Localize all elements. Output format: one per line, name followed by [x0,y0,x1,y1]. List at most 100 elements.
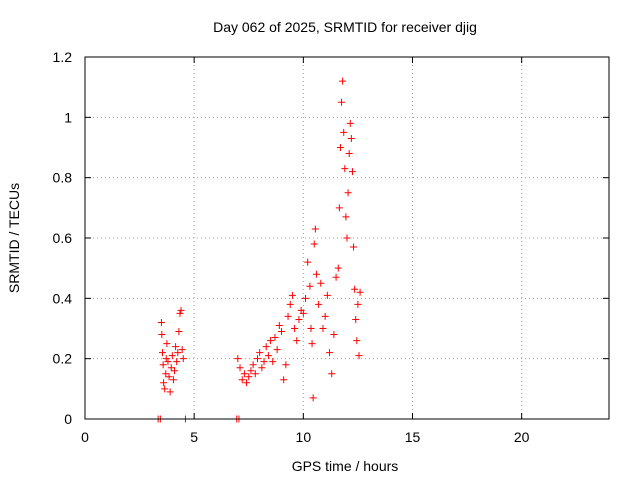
data-point [310,240,318,248]
data-point [275,321,283,329]
y-tick-label: 0.8 [53,170,73,186]
data-point [284,312,292,320]
data-point [240,370,248,378]
data-point [169,376,177,384]
y-tick-label: 0.4 [53,290,73,306]
data-point [291,325,299,332]
data-point [161,385,169,393]
data-point [295,315,303,323]
data-point [236,364,244,372]
data-point [346,119,354,127]
y-tick-label: 0.6 [53,230,73,246]
x-tick-label: 15 [405,429,421,445]
data-point [176,309,184,317]
data-point [347,134,355,142]
data-point [354,300,362,308]
data-point [269,358,277,366]
data-point [306,282,314,290]
data-point [338,98,346,106]
data-point [168,352,176,360]
data-point [177,306,185,314]
data-point [352,315,360,323]
data-point [258,364,266,372]
x-tick-label: 5 [190,429,198,445]
data-point [245,373,253,381]
data-point [160,379,168,387]
data-point [271,334,279,342]
data-point [249,361,257,369]
data-point [353,337,361,345]
data-point [299,309,307,317]
data-point [321,312,329,320]
data-point [253,355,261,363]
x-tick-label: 0 [81,429,89,445]
data-point [157,318,165,326]
x-tick-labels: 0 5 10 15 20 [81,429,530,445]
data-point [340,128,348,136]
x-tick-label: 10 [296,429,312,445]
data-point [308,340,316,348]
data-point [332,273,340,281]
data-point [167,364,175,372]
data-point [280,376,288,384]
data-point [342,213,350,221]
data-point [172,343,180,351]
data-point [159,349,167,357]
data-point [162,370,170,378]
data-point [345,150,353,158]
data-point [335,204,343,212]
data-point [293,337,301,345]
data-point [339,77,347,85]
data-point [307,325,315,332]
data-point [164,358,172,366]
data-point [166,388,174,396]
y-tick-label: 0 [64,411,72,427]
data-point [165,373,173,381]
data-point [260,358,268,366]
data-point [350,243,358,251]
data-point [251,370,259,378]
grid-lines [85,57,609,419]
chart-title: Day 062 of 2025, SRMTID for receiver dji… [213,19,477,35]
y-tick-label: 0.2 [53,351,73,367]
data-marks [154,77,364,423]
data-point [302,294,310,302]
data-point [171,367,179,375]
data-point [264,352,272,360]
data-point [256,349,264,357]
data-point [238,376,246,384]
data-point [273,346,281,354]
data-point [286,300,294,308]
data-point [315,300,323,308]
data-point [326,349,334,357]
plot-frame [84,56,610,420]
data-point [262,343,270,351]
data-point [355,352,363,360]
data-point [351,285,359,293]
y-tick-label: 1.2 [53,49,73,65]
data-point [178,346,186,354]
data-point [312,270,320,278]
data-point [323,291,331,299]
y-axis-label: SRMTID / TECUs [6,183,22,293]
data-point [288,291,296,299]
data-point [330,331,338,339]
data-point [267,337,275,345]
x-axis-label: GPS time / hours [292,458,399,474]
data-point [179,355,187,363]
data-point [344,189,352,197]
data-point [341,165,349,173]
data-point [311,225,319,233]
data-point [247,367,255,375]
y-tick-labels: 0 0.2 0.4 0.6 0.8 1 1.2 [53,49,73,427]
y-tick-label: 1 [64,109,72,125]
data-point [163,340,171,348]
x-tick-label: 20 [514,429,530,445]
data-point [282,361,290,369]
data-point [173,358,181,366]
data-point [334,264,342,272]
data-point [356,288,364,296]
data-point [328,370,336,378]
data-point [319,325,327,332]
